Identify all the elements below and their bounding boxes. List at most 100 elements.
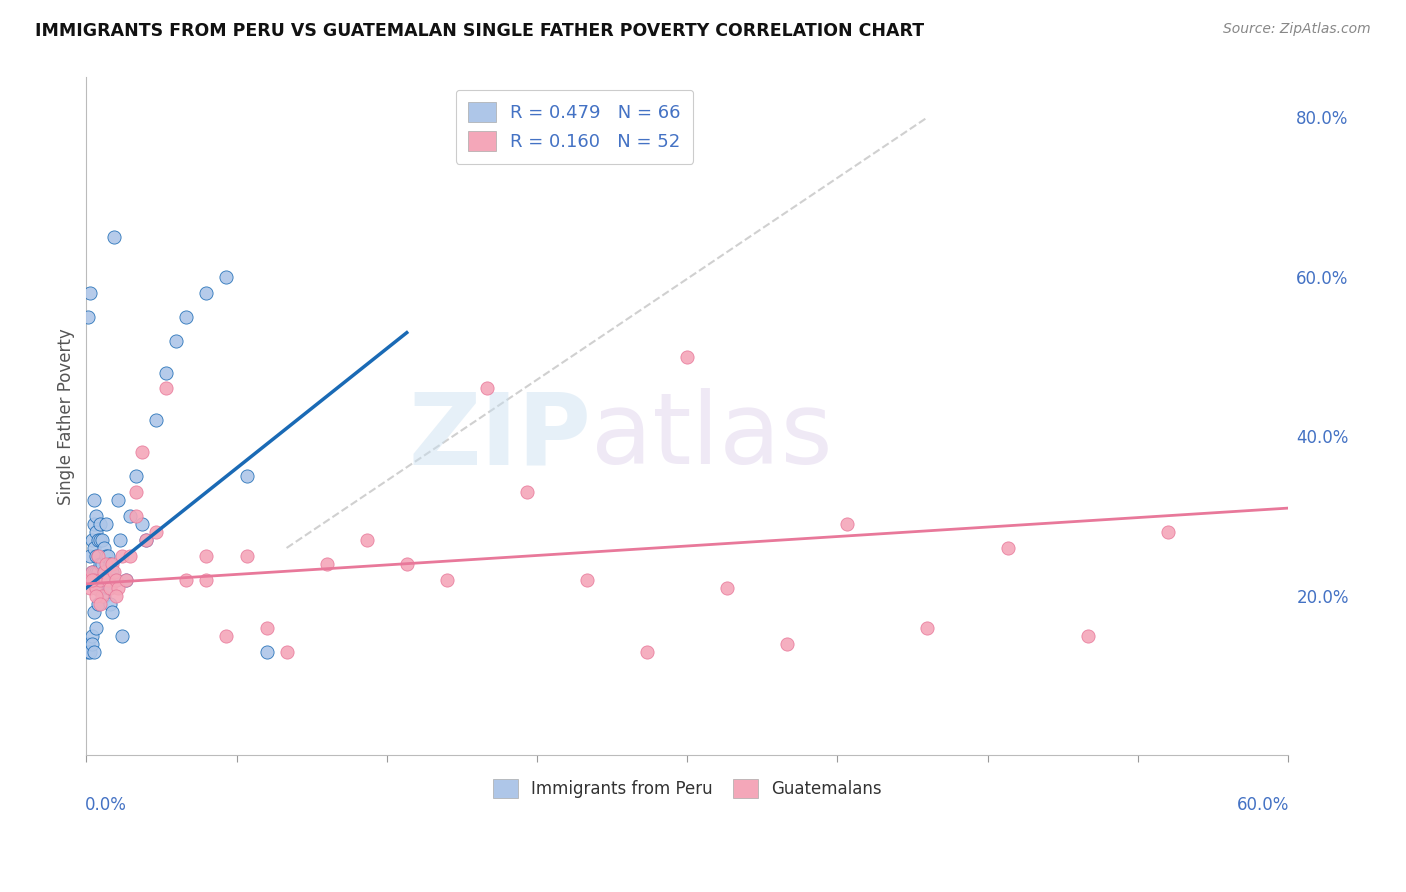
Point: [79, 285, 101, 300]
Point: [516, 485, 538, 500]
Point: [84, 524, 107, 539]
Point: [215, 269, 238, 284]
Text: 0.0%: 0.0%: [86, 796, 127, 814]
Point: [315, 557, 337, 571]
Point: [89, 581, 111, 595]
Point: [115, 573, 138, 587]
Point: [89, 573, 111, 587]
Point: [91, 581, 114, 595]
Point: [77, 310, 100, 324]
Point: [77, 573, 100, 587]
Point: [235, 549, 257, 563]
Point: [87, 597, 110, 611]
Point: [91, 557, 114, 571]
Point: [111, 549, 134, 563]
Point: [97, 573, 120, 587]
Point: [87, 533, 110, 547]
Point: [89, 597, 111, 611]
Legend: Immigrants from Peru, Guatemalans: Immigrants from Peru, Guatemalans: [482, 770, 891, 808]
Point: [93, 541, 115, 555]
Point: [256, 645, 278, 659]
Point: [101, 605, 124, 619]
Point: [82, 533, 104, 547]
Point: [436, 573, 458, 587]
Point: [395, 557, 418, 571]
Point: [195, 285, 218, 300]
Text: ZIP: ZIP: [408, 388, 591, 485]
Point: [87, 581, 110, 595]
Point: [131, 445, 153, 459]
Text: Source: ZipAtlas.com: Source: ZipAtlas.com: [1223, 22, 1371, 37]
Point: [96, 573, 118, 587]
Point: [77, 637, 100, 651]
Point: [84, 589, 107, 603]
Point: [105, 573, 128, 587]
Point: [83, 645, 105, 659]
Point: [98, 581, 121, 595]
Point: [111, 629, 134, 643]
Y-axis label: Single Father Poverty: Single Father Poverty: [58, 328, 75, 505]
Point: [997, 541, 1019, 555]
Point: [79, 549, 101, 563]
Point: [120, 509, 142, 524]
Text: IMMIGRANTS FROM PERU VS GUATEMALAN SINGLE FATHER POVERTY CORRELATION CHART: IMMIGRANTS FROM PERU VS GUATEMALAN SINGL…: [35, 22, 924, 40]
Point: [917, 621, 939, 635]
Point: [101, 557, 124, 571]
Point: [82, 637, 104, 651]
Point: [1157, 524, 1180, 539]
Point: [107, 581, 129, 595]
Point: [176, 310, 198, 324]
Point: [131, 517, 153, 532]
Point: [83, 517, 105, 532]
Point: [235, 469, 257, 483]
Point: [125, 509, 148, 524]
Point: [82, 565, 104, 579]
Point: [96, 557, 118, 571]
Point: [93, 565, 115, 579]
Point: [101, 565, 124, 579]
Point: [256, 621, 278, 635]
Point: [87, 549, 110, 563]
Point: [84, 565, 107, 579]
Point: [120, 549, 142, 563]
Point: [91, 533, 114, 547]
Point: [97, 549, 120, 563]
Point: [1077, 629, 1099, 643]
Point: [837, 517, 859, 532]
Point: [195, 573, 218, 587]
Point: [84, 549, 107, 563]
Point: [84, 581, 107, 595]
Point: [135, 533, 157, 547]
Point: [145, 413, 167, 427]
Point: [176, 573, 198, 587]
Point: [82, 565, 104, 579]
Point: [195, 549, 218, 563]
Point: [83, 573, 105, 587]
Point: [776, 637, 799, 651]
Text: atlas: atlas: [591, 388, 832, 485]
Point: [475, 382, 498, 396]
Point: [103, 565, 125, 579]
Point: [83, 541, 105, 555]
Point: [155, 382, 177, 396]
Point: [716, 581, 738, 595]
Point: [575, 573, 598, 587]
Point: [135, 533, 157, 547]
Text: 60.0%: 60.0%: [1237, 796, 1289, 814]
Point: [79, 581, 101, 595]
Point: [145, 524, 167, 539]
Point: [82, 573, 104, 587]
Point: [77, 645, 100, 659]
Point: [98, 557, 121, 571]
Point: [79, 645, 101, 659]
Point: [82, 573, 104, 587]
Point: [276, 645, 298, 659]
Point: [110, 533, 132, 547]
Point: [79, 573, 101, 587]
Point: [89, 533, 111, 547]
Point: [115, 573, 138, 587]
Point: [155, 366, 177, 380]
Point: [91, 589, 114, 603]
Point: [676, 350, 699, 364]
Point: [125, 469, 148, 483]
